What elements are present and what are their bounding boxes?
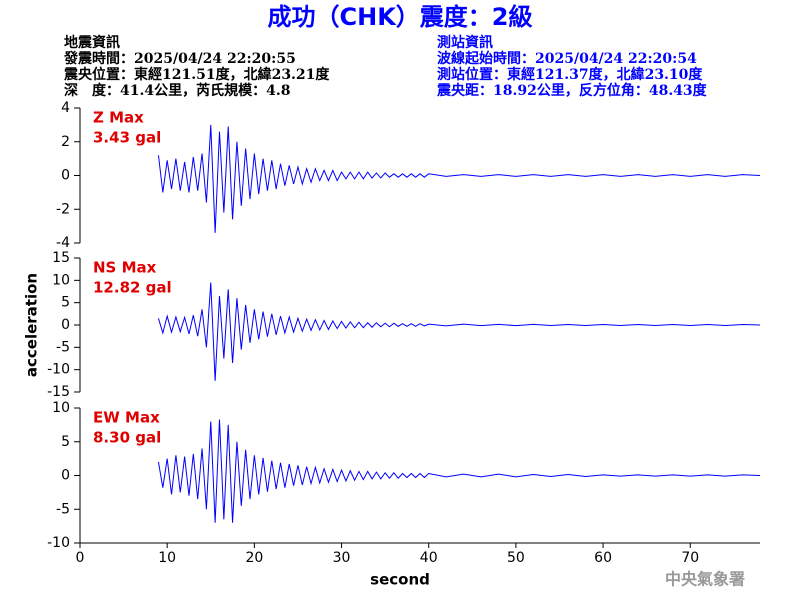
annotation: 12.82 gal <box>93 279 172 297</box>
header-right: 波線起始時間：2025/04/24 22:20:54 <box>437 50 697 67</box>
header-left: 地震資訊 <box>64 34 120 51</box>
x-tick-label: 30 <box>333 550 351 566</box>
y-tick-label: -10 <box>47 362 70 378</box>
y-tick-label: 10 <box>52 272 70 288</box>
header-right: 測站資訊 <box>437 34 493 51</box>
y-tick-label: -4 <box>56 235 70 251</box>
x-tick-label: 40 <box>420 550 438 566</box>
x-tick-label: 0 <box>76 550 85 566</box>
annotation: 8.30 gal <box>93 429 161 447</box>
waveform <box>157 419 761 523</box>
y-tick-label: -2 <box>56 201 70 217</box>
y-tick-label: 4 <box>61 100 70 116</box>
waveform <box>157 124 761 233</box>
waveform <box>157 282 761 381</box>
x-tick-label: 10 <box>158 550 176 566</box>
y-tick-label: -10 <box>47 535 70 551</box>
header-right: 震央距：18.92公里，反方位角：48.43度 <box>436 82 708 99</box>
x-axis-label: second <box>370 571 430 589</box>
x-tick-label: 60 <box>594 550 612 566</box>
y-tick-label: 0 <box>61 468 70 484</box>
y-tick-label: -15 <box>47 384 70 400</box>
x-tick-label: 70 <box>681 550 699 566</box>
annotation: Z Max <box>93 109 144 127</box>
footer: 中央氣象署 <box>665 570 745 589</box>
y-tick-label: -5 <box>56 339 70 355</box>
header-left: 深 度：41.4公里，芮氏規模：4.8 <box>64 82 290 99</box>
y-tick-label: 10 <box>52 400 70 416</box>
chart-title: 成功（CHK）震度：2級 <box>268 3 533 31</box>
y-tick-label: 0 <box>61 168 70 184</box>
header-right: 測站位置：東經121.37度，北緯23.10度 <box>437 66 703 83</box>
y-tick-label: -5 <box>56 501 70 517</box>
header-left: 發震時間：2025/04/24 22:20:55 <box>63 50 296 67</box>
x-tick-label: 20 <box>245 550 263 566</box>
annotation: NS Max <box>93 259 157 277</box>
x-tick-label: 50 <box>507 550 525 566</box>
y-axis-label: acceleration <box>23 273 41 377</box>
y-tick-label: 2 <box>61 134 70 150</box>
y-tick-label: 5 <box>61 295 70 311</box>
annotation: EW Max <box>93 409 160 427</box>
header-left: 震央位置：東經121.51度，北緯23.21度 <box>63 66 330 83</box>
y-tick-label: 5 <box>61 434 70 450</box>
y-tick-label: 0 <box>61 317 70 333</box>
y-tick-label: 15 <box>52 250 70 266</box>
annotation: 3.43 gal <box>93 129 161 147</box>
